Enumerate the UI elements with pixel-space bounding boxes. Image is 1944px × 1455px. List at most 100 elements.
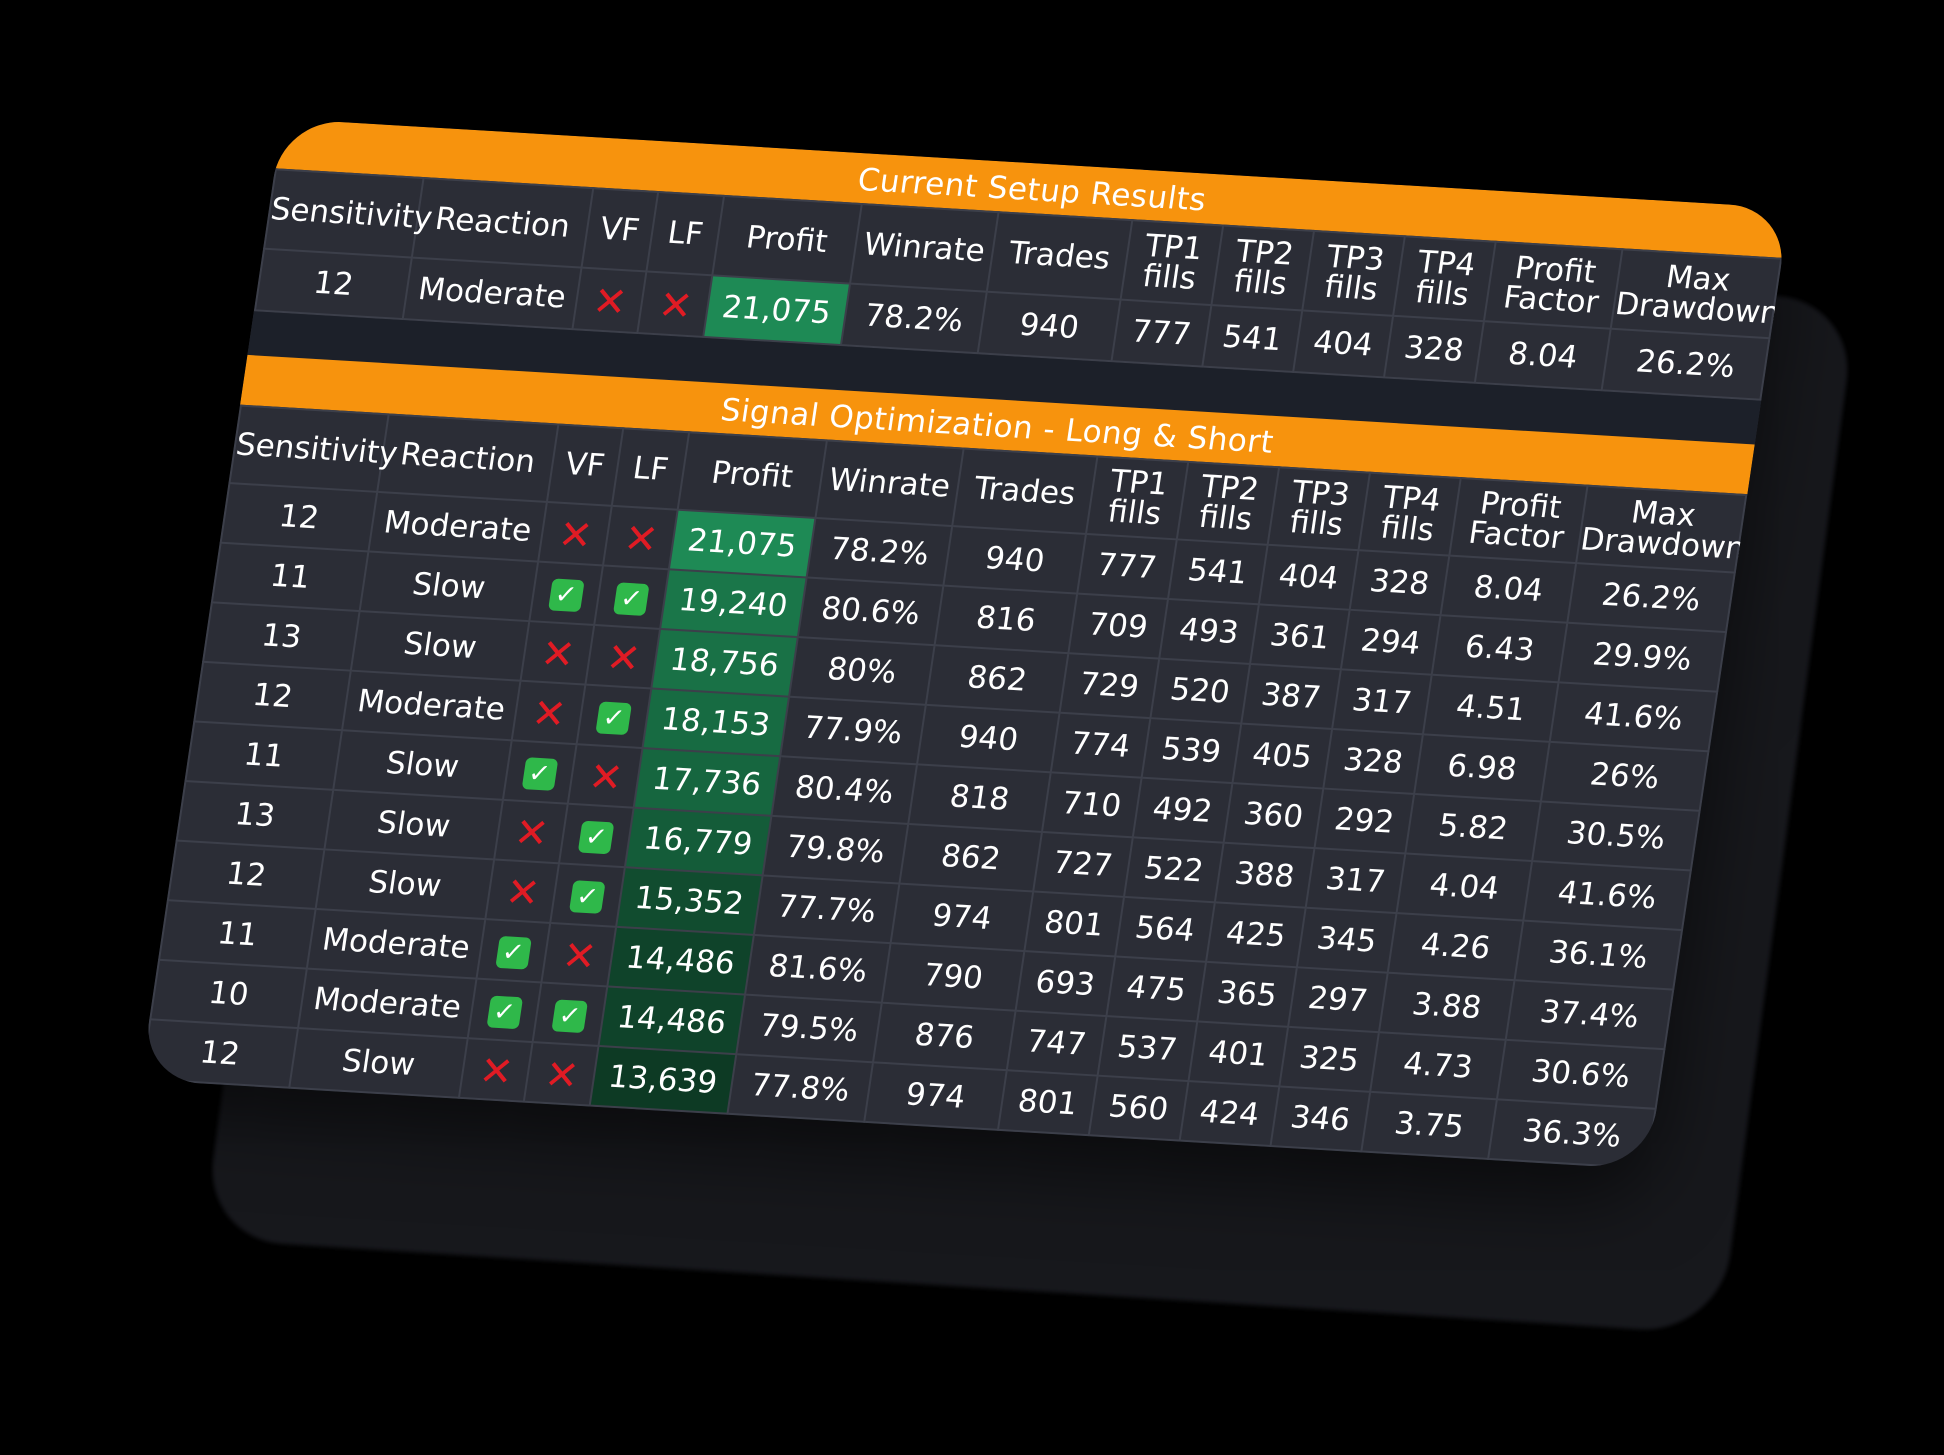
cell-sensitivity: 12 bbox=[141, 1019, 299, 1088]
check-icon: ✓ bbox=[577, 820, 615, 854]
cell-vf: ✓ bbox=[467, 978, 542, 1043]
header-lf: LF bbox=[646, 192, 725, 276]
cell-max-drawdown: 29.9% bbox=[1558, 622, 1727, 692]
cell-winrate: 81.6% bbox=[744, 934, 891, 1003]
header-max-drawdown: Max Drawdown bbox=[1610, 249, 1782, 339]
cell-vf: ✕ bbox=[572, 267, 647, 334]
cell-tp1: 777 bbox=[1076, 533, 1177, 599]
cell-reaction: Slow bbox=[324, 789, 503, 860]
cell-winrate: 78.2% bbox=[840, 283, 988, 354]
cell-tp1: 777 bbox=[1111, 299, 1212, 367]
cell-winrate: 80% bbox=[788, 637, 935, 705]
cell-tp3: 404 bbox=[1258, 544, 1359, 610]
cell-tp2: 492 bbox=[1132, 777, 1233, 843]
header-profit-factor: Profit Factor bbox=[1483, 241, 1623, 329]
cell-sensitivity: 12 bbox=[194, 661, 352, 731]
cell-reaction: Slow bbox=[333, 730, 512, 800]
cell-tp4: 328 bbox=[1349, 550, 1450, 616]
optimization-body: 12 Moderate ✕ ✕ 21,075 78.2% 940 777 541 404 328 8.… bbox=[141, 483, 1735, 1169]
cell-tp3: 405 bbox=[1232, 723, 1333, 789]
cell-tp3: 360 bbox=[1223, 783, 1324, 849]
cell-tp1: 729 bbox=[1059, 653, 1160, 719]
header-winrate: Winrate bbox=[815, 440, 964, 527]
cell-winrate: 77.7% bbox=[753, 875, 900, 944]
cell-profit: 14,486 bbox=[598, 986, 745, 1055]
header-reaction: Reaction bbox=[377, 414, 559, 502]
cell-tp3: 404 bbox=[1293, 310, 1394, 378]
cell-max-drawdown: 26.2% bbox=[1601, 328, 1770, 400]
cell-tp3: 365 bbox=[1197, 961, 1297, 1027]
check-icon: ✓ bbox=[486, 994, 523, 1029]
cell-tp4: 317 bbox=[1305, 848, 1406, 914]
cell-profit: 19,240 bbox=[660, 569, 807, 638]
cell-winrate: 79.8% bbox=[762, 815, 909, 884]
cell-winrate: 77.9% bbox=[779, 696, 927, 765]
cell-sensitivity: 12 bbox=[220, 483, 378, 552]
cell-max-drawdown: 30.5% bbox=[1532, 801, 1700, 871]
cell-max-drawdown: 37.4% bbox=[1505, 980, 1674, 1050]
cell-sensitivity: 13 bbox=[176, 781, 334, 850]
cell-vf: ✕ bbox=[511, 680, 586, 745]
check-icon: ✓ bbox=[547, 577, 585, 612]
cell-vf: ✕ bbox=[485, 859, 560, 923]
cell-tp4: 325 bbox=[1279, 1026, 1379, 1092]
cell-profit: 13,639 bbox=[589, 1045, 736, 1114]
cell-profit-factor: 6.98 bbox=[1414, 734, 1550, 802]
cross-icon: ✕ bbox=[620, 515, 662, 563]
cell-tp3: 425 bbox=[1205, 902, 1306, 968]
cell-trades: 816 bbox=[934, 585, 1077, 654]
header-vf: VF bbox=[581, 188, 659, 272]
cross-icon: ✕ bbox=[589, 278, 631, 326]
check-icon: ✓ bbox=[569, 879, 606, 914]
check-icon: ✓ bbox=[551, 998, 589, 1033]
header-profit: Profit bbox=[712, 195, 862, 284]
cell-profit-factor: 4.73 bbox=[1370, 1032, 1506, 1100]
cell-reaction: Moderate bbox=[298, 968, 477, 1039]
cell-vf: ✓ bbox=[502, 740, 577, 804]
cross-icon: ✕ bbox=[541, 1051, 582, 1100]
cell-tp2: 541 bbox=[1202, 305, 1303, 372]
cell-sensitivity: 11 bbox=[211, 542, 369, 612]
cell-tp4: 345 bbox=[1296, 907, 1397, 973]
cell-profit: 15,352 bbox=[616, 867, 763, 935]
cell-profit-factor: 4.04 bbox=[1396, 853, 1533, 921]
cell-tp1: 710 bbox=[1041, 772, 1142, 838]
cell-trades: 818 bbox=[908, 764, 1051, 832]
results-card: Current Setup Results Sensitivity Reacti… bbox=[140, 118, 1790, 1170]
header-tp3: TP3 fills bbox=[1267, 467, 1370, 551]
cell-profit-factor: 3.75 bbox=[1361, 1091, 1497, 1159]
header-profit: Profit bbox=[677, 432, 827, 518]
cell-vf: ✕ bbox=[493, 799, 569, 864]
cell-tp4: 328 bbox=[1383, 315, 1484, 383]
cell-tp4: 292 bbox=[1314, 788, 1415, 854]
cell-reaction: Slow bbox=[289, 1028, 468, 1098]
cell-tp3: 401 bbox=[1188, 1021, 1289, 1087]
cell-trades: 790 bbox=[882, 943, 1025, 1011]
header-tp4: TP4 fills bbox=[1393, 236, 1496, 322]
optimization-table: Sensitivity Reaction VF LF Profit Winrat… bbox=[140, 405, 1748, 1170]
cell-max-drawdown: 36.1% bbox=[1514, 920, 1683, 990]
cell-reaction: Moderate bbox=[402, 257, 582, 330]
cell-reaction: Moderate bbox=[342, 670, 521, 741]
cell-tp1: 747 bbox=[1006, 1010, 1107, 1076]
cell-lf: ✕ bbox=[568, 744, 643, 808]
cell-profit: 21,075 bbox=[703, 275, 850, 346]
cell-tp2: 541 bbox=[1167, 539, 1268, 605]
cell-profit: 18,153 bbox=[642, 688, 789, 757]
header-lf: LF bbox=[612, 428, 690, 510]
cell-tp3: 424 bbox=[1179, 1081, 1280, 1146]
cell-max-drawdown: 26.2% bbox=[1567, 563, 1735, 633]
cell-profit-factor: 3.88 bbox=[1378, 972, 1515, 1040]
header-sensitivity: Sensitivity bbox=[264, 169, 435, 258]
cell-profit-factor: 8.04 bbox=[1440, 555, 1577, 623]
cell-reaction: Moderate bbox=[307, 908, 486, 979]
cell-tp2: 560 bbox=[1088, 1075, 1189, 1141]
cell-reaction: Slow bbox=[351, 611, 530, 681]
cell-lf: ✕ bbox=[541, 922, 617, 987]
cell-tp1: 801 bbox=[997, 1070, 1098, 1136]
cell-reaction: Moderate bbox=[368, 491, 547, 562]
cell-tp1: 774 bbox=[1050, 712, 1151, 778]
cell-tp4: 317 bbox=[1332, 669, 1432, 735]
cell-winrate: 80.4% bbox=[771, 756, 918, 824]
